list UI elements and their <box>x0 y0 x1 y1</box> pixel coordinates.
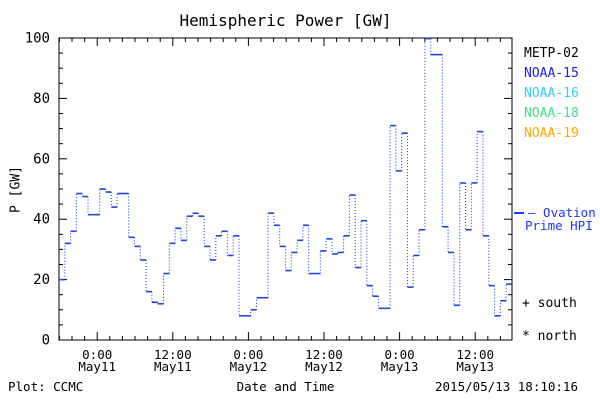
svg-text:May12: May12 <box>230 359 268 374</box>
svg-text:May11: May11 <box>78 359 116 374</box>
plot-source-label: Plot: CCMC <box>8 379 84 394</box>
svg-text:0:00: 0:00 <box>82 347 112 362</box>
svg-text:12:00: 12:00 <box>154 347 192 362</box>
ovation-label-line1: – Ovation <box>528 205 596 220</box>
svg-text:12:00: 12:00 <box>305 347 343 362</box>
ovation-label-line2: Prime HPI <box>525 218 593 233</box>
svg-text:0: 0 <box>42 333 50 349</box>
south-label: south <box>537 296 577 311</box>
svg-text:40: 40 <box>33 212 50 228</box>
legend-item-noaa18: NOAA-18 <box>524 106 579 121</box>
svg-text:0:00: 0:00 <box>233 347 263 362</box>
x-axis-label: Date and Time <box>236 379 335 394</box>
legend-item-noaa16: NOAA-16 <box>524 86 579 101</box>
north-symbol-key: * north <box>522 329 577 344</box>
svg-text:100: 100 <box>25 31 50 47</box>
north-label: north <box>537 329 577 344</box>
svg-text:12:00: 12:00 <box>456 347 494 362</box>
svg-text:80: 80 <box>33 91 50 107</box>
svg-text:May13: May13 <box>456 359 494 374</box>
legend-item-noaa19: NOAA-19 <box>524 126 579 141</box>
legend-item-noaa15: NOAA-15 <box>524 66 579 81</box>
chart-title: Hemispheric Power [GW] <box>179 11 392 30</box>
svg-text:May13: May13 <box>381 359 419 374</box>
svg-text:60: 60 <box>33 151 50 167</box>
legend-item-metp02: METP-02 <box>524 46 579 61</box>
svg-text:20: 20 <box>33 272 50 288</box>
line-style-sample <box>514 212 524 214</box>
svg-text:May11: May11 <box>154 359 192 374</box>
svg-text:May12: May12 <box>305 359 343 374</box>
plot-timestamp: 2015/05/13 18:10:16 <box>435 379 578 394</box>
axes <box>58 37 513 341</box>
y-axis-label: P [GW] <box>8 166 24 213</box>
satellite-legend: METP-02 NOAA-15 NOAA-16 NOAA-18 NOAA-19 <box>524 46 579 146</box>
svg-text:0:00: 0:00 <box>385 347 415 362</box>
south-symbol-key: + south <box>522 296 577 311</box>
ovation-prime-hpi-label: – Ovation Prime HPI <box>512 206 600 232</box>
ovation-curve <box>59 37 512 317</box>
axis-tick-labels: 0204060801000:00May1112:00May110:00May12… <box>25 31 494 375</box>
plus-symbol-icon: + <box>522 296 530 311</box>
asterisk-symbol-icon: * <box>522 329 530 344</box>
